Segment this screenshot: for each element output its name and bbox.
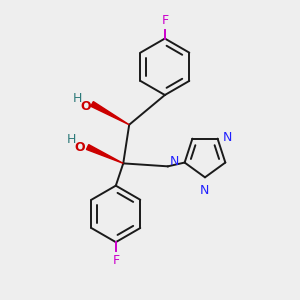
Polygon shape xyxy=(86,145,123,164)
Text: F: F xyxy=(112,254,119,267)
Text: O: O xyxy=(81,100,92,112)
Text: F: F xyxy=(161,14,168,27)
Polygon shape xyxy=(91,102,129,125)
Text: H: H xyxy=(67,133,76,146)
Text: H: H xyxy=(73,92,82,105)
Text: O: O xyxy=(75,141,86,154)
Text: N: N xyxy=(200,184,209,197)
Text: N: N xyxy=(170,154,179,168)
Text: N: N xyxy=(223,130,232,144)
